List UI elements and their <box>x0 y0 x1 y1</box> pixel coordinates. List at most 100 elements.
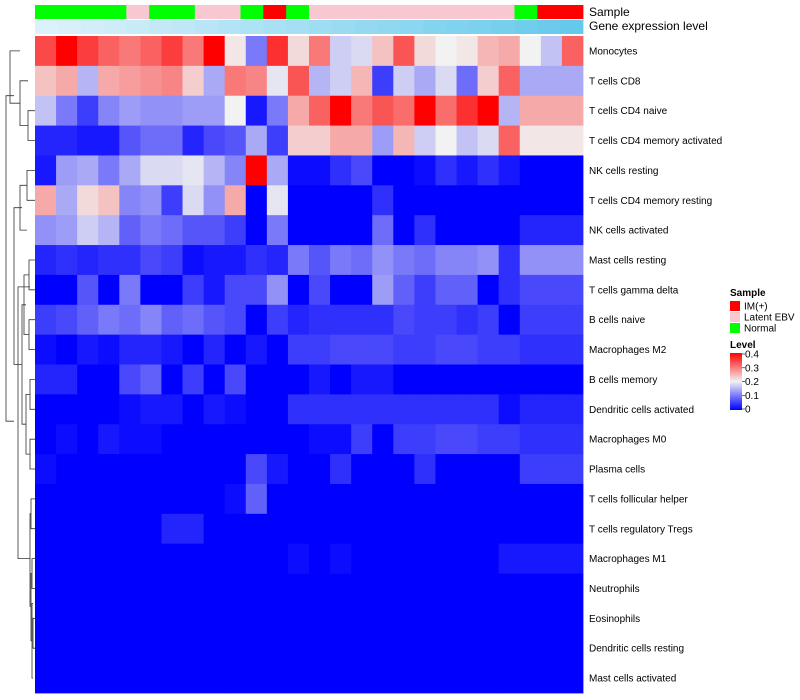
sample-annotation-cell <box>126 5 150 19</box>
expression-annotation-cell <box>354 20 378 34</box>
heatmap-cell <box>56 334 78 365</box>
heatmap-cell <box>309 185 331 216</box>
heatmap-cell <box>330 36 352 67</box>
heatmap-cell <box>98 245 120 276</box>
heatmap-cell <box>393 155 415 186</box>
heatmap-cell <box>140 125 162 156</box>
heatmap-cell <box>435 573 457 604</box>
heatmap-cell <box>498 394 521 425</box>
expression-annotation-cell <box>446 20 470 34</box>
heatmap-cell <box>456 215 479 246</box>
heatmap-cell <box>35 245 57 276</box>
row-label: Neutrophils <box>589 584 640 595</box>
heatmap-cell <box>351 454 373 485</box>
heatmap-cell <box>414 215 436 246</box>
heatmap-cell <box>245 573 268 604</box>
heatmap-cell <box>119 573 141 604</box>
heatmap-cell <box>56 513 78 545</box>
heatmap-cell <box>182 215 205 246</box>
heatmap-cell <box>161 513 183 545</box>
heatmap-cell <box>540 36 563 67</box>
heatmap-cell <box>266 215 289 246</box>
heatmap-cell <box>519 394 542 425</box>
heatmap-cell <box>519 245 542 276</box>
heatmap-cell <box>393 573 415 604</box>
heatmap-cell <box>372 274 394 306</box>
heatmap-cell <box>435 304 457 336</box>
heatmap-cell <box>477 603 500 634</box>
level-tick-label: 0.2 <box>745 377 759 388</box>
row-label: Eosinophils <box>589 614 640 625</box>
heatmap-cell <box>140 573 162 604</box>
heatmap-cell <box>98 543 120 574</box>
heatmap-cell <box>182 513 205 545</box>
heatmap-cell <box>372 125 394 156</box>
heatmap-cells <box>35 36 584 694</box>
heatmap-cell <box>498 215 521 246</box>
heatmap-cell <box>351 155 373 186</box>
heatmap-cell <box>287 274 310 306</box>
legend-label: Normal <box>744 324 776 335</box>
heatmap-cell <box>182 36 205 67</box>
dendrogram-branch <box>27 110 35 141</box>
heatmap-cell <box>98 394 120 425</box>
heatmap-cell <box>224 513 247 545</box>
heatmap-cell <box>182 543 205 574</box>
heatmap-cell <box>498 603 521 634</box>
heatmap-cell <box>519 454 542 485</box>
heatmap-cell <box>287 215 310 246</box>
heatmap-cell <box>287 364 310 395</box>
heatmap-cell <box>161 364 183 395</box>
heatmap-cell <box>561 95 584 126</box>
expression-annotation-cell <box>491 20 515 34</box>
heatmap-cell <box>435 663 457 694</box>
heatmap-cell <box>498 573 521 604</box>
heatmap-cell <box>309 603 331 634</box>
heatmap-cell <box>540 513 563 545</box>
heatmap-cell <box>309 364 331 395</box>
heatmap-cell <box>309 663 331 694</box>
heatmap-cell <box>119 394 141 425</box>
heatmap-cell <box>77 125 99 156</box>
heatmap-cell <box>330 155 352 186</box>
heatmap-cell <box>498 633 521 664</box>
heatmap-cell <box>119 424 141 455</box>
expression-annotation-cell <box>240 20 264 34</box>
heatmap-cell <box>266 334 289 365</box>
heatmap-cell <box>203 424 226 455</box>
heatmap-cell <box>435 125 457 156</box>
heatmap-cell <box>35 304 57 336</box>
heatmap-cell <box>119 65 141 97</box>
heatmap-cell <box>98 36 120 67</box>
heatmap-cell <box>203 364 226 395</box>
heatmap-cell <box>77 364 99 395</box>
heatmap-cell <box>372 633 394 664</box>
sample-annotation-cell <box>286 5 310 19</box>
level-tick-label: 0.1 <box>745 391 759 402</box>
heatmap-cell <box>540 274 563 306</box>
heatmap-cell <box>393 424 415 455</box>
heatmap-cell <box>330 543 352 574</box>
heatmap-cell <box>561 633 584 664</box>
heatmap-cell <box>330 65 352 97</box>
heatmap-cell <box>56 274 78 306</box>
heatmap-cell <box>56 215 78 246</box>
heatmap-cell <box>414 424 436 455</box>
heatmap-cell <box>561 155 584 186</box>
heatmap-cell <box>119 334 141 365</box>
heatmap-cell <box>119 155 141 186</box>
heatmap-cell <box>309 394 331 425</box>
heatmap-cell <box>77 543 99 574</box>
heatmap-cell <box>561 65 584 97</box>
heatmap-cell <box>393 633 415 664</box>
heatmap-cell <box>287 155 310 186</box>
heatmap-cell <box>561 573 584 604</box>
heatmap-cell <box>182 155 205 186</box>
heatmap-cell <box>140 155 162 186</box>
row-labels: Monocytes T cells CD8 T cells CD4 naive T c… <box>589 46 722 684</box>
heatmap-cell <box>287 513 310 545</box>
heatmap-cell <box>351 364 373 395</box>
heatmap-cell <box>35 454 57 485</box>
heatmap-cell <box>477 513 500 545</box>
heatmap-cell <box>519 483 542 515</box>
